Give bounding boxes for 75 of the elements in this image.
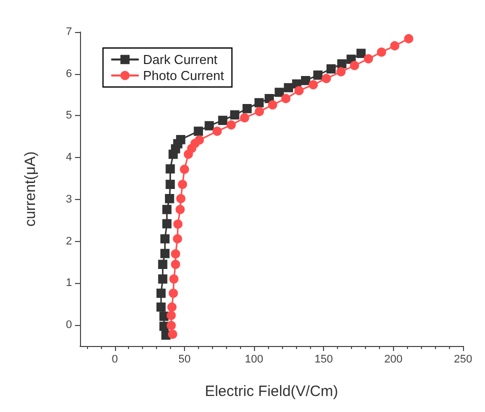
y-tick-label: 3 bbox=[66, 193, 72, 206]
point bbox=[218, 116, 228, 125]
point bbox=[204, 121, 214, 130]
point bbox=[173, 220, 183, 229]
x-tick-label: 150 bbox=[314, 354, 333, 366]
point bbox=[194, 126, 203, 136]
point bbox=[176, 134, 186, 144]
point bbox=[166, 164, 175, 174]
point bbox=[336, 67, 346, 76]
point bbox=[356, 48, 366, 58]
point bbox=[364, 54, 374, 64]
point bbox=[159, 322, 169, 331]
point bbox=[158, 274, 168, 284]
point bbox=[274, 88, 284, 97]
point bbox=[162, 219, 172, 228]
point bbox=[240, 113, 250, 122]
point bbox=[254, 106, 264, 116]
y-axis-title: current(μA) bbox=[22, 151, 39, 227]
legend-label: Photo Current bbox=[143, 68, 224, 83]
y-tick-label: 0 bbox=[66, 319, 72, 332]
point bbox=[169, 274, 178, 284]
point bbox=[168, 330, 178, 339]
y-tick-label: 4 bbox=[66, 152, 72, 164]
point bbox=[308, 80, 318, 90]
point bbox=[168, 288, 178, 298]
point bbox=[212, 126, 222, 136]
point bbox=[178, 180, 188, 189]
point bbox=[170, 249, 180, 258]
y-tick-label: 6 bbox=[66, 68, 72, 80]
point bbox=[301, 76, 310, 86]
point bbox=[172, 234, 182, 244]
point bbox=[230, 110, 240, 120]
point bbox=[166, 180, 175, 189]
point bbox=[180, 164, 190, 174]
point bbox=[156, 288, 166, 298]
point bbox=[166, 320, 176, 330]
point bbox=[226, 120, 236, 130]
point bbox=[176, 204, 185, 214]
legend-label: Dark Current bbox=[143, 52, 218, 67]
point bbox=[160, 248, 170, 258]
point bbox=[162, 204, 172, 214]
point bbox=[404, 34, 414, 44]
point bbox=[268, 100, 278, 110]
x-tick-label: 200 bbox=[384, 354, 403, 366]
point bbox=[322, 74, 331, 84]
x-axis-title: Electric Field(V/Cm) bbox=[204, 383, 338, 400]
point bbox=[254, 98, 264, 108]
point bbox=[167, 302, 177, 312]
point bbox=[376, 48, 386, 57]
point bbox=[350, 60, 360, 70]
point bbox=[166, 310, 176, 320]
point bbox=[170, 260, 180, 269]
point bbox=[313, 70, 322, 80]
point bbox=[156, 302, 166, 312]
point bbox=[164, 194, 174, 204]
point bbox=[159, 312, 169, 321]
point bbox=[281, 94, 290, 104]
point bbox=[294, 86, 304, 96]
x-tick-label: 250 bbox=[454, 354, 472, 366]
y-tick-label: 1 bbox=[66, 277, 72, 290]
point bbox=[158, 260, 168, 269]
point bbox=[194, 135, 204, 145]
point bbox=[337, 59, 346, 68]
point bbox=[284, 83, 294, 92]
x-tick-label: 100 bbox=[244, 354, 264, 366]
y-tick-label: 5 bbox=[66, 110, 72, 122]
x-tick-label: 50 bbox=[178, 354, 191, 366]
point bbox=[242, 104, 252, 114]
point bbox=[390, 41, 400, 50]
point bbox=[326, 64, 336, 74]
point bbox=[176, 194, 186, 204]
point bbox=[160, 234, 170, 244]
y-tick-label: 7 bbox=[66, 26, 72, 38]
x-tick-label: 0 bbox=[112, 354, 118, 366]
y-tick-label: 2 bbox=[66, 235, 72, 248]
